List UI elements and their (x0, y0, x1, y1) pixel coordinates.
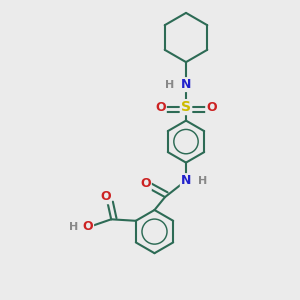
Text: O: O (140, 177, 151, 190)
Text: O: O (155, 100, 166, 114)
Text: H: H (198, 176, 207, 186)
Text: N: N (181, 78, 191, 91)
Text: N: N (181, 174, 191, 187)
Text: S: S (181, 100, 191, 114)
Text: O: O (100, 190, 110, 203)
Text: H: H (69, 222, 78, 232)
Text: O: O (82, 220, 93, 233)
Text: O: O (206, 100, 217, 114)
Text: H: H (165, 80, 174, 90)
